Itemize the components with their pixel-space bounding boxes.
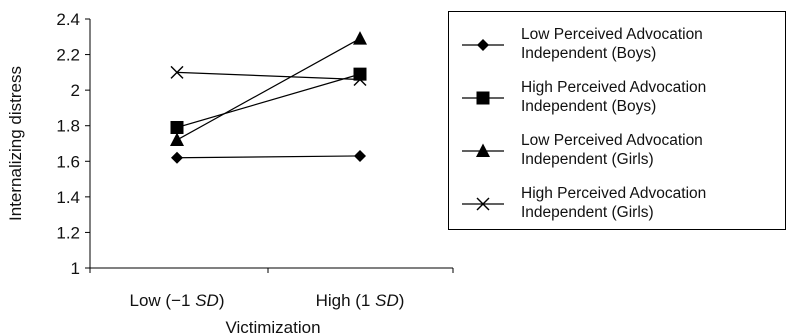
y-tick-label: 1.2 xyxy=(56,223,80,242)
legend-diamond-marker xyxy=(477,39,489,51)
diamond-point xyxy=(171,151,183,164)
x-tick-label-part: High (1 xyxy=(316,291,376,310)
square-point xyxy=(170,120,184,134)
x-point-stroke xyxy=(353,72,367,86)
series-line-2 xyxy=(176,73,361,129)
y-tick-label: 1.8 xyxy=(56,117,80,136)
legend-label: High Perceived Advocation xyxy=(521,79,706,96)
legend-label: Independent (Girls) xyxy=(521,151,654,168)
x-tick-label-part: SD xyxy=(375,291,399,310)
legend-label: Low Perceived Advocation xyxy=(521,26,703,43)
legend: Low Perceived Advocation Independent (Boy… xyxy=(448,11,786,230)
legend-label: Independent (Boys) xyxy=(521,45,656,62)
triangle-point xyxy=(353,31,367,45)
y-axis-title: Internalizing distress xyxy=(6,66,25,221)
x-tick-label: Low (−1 SD) xyxy=(130,291,225,310)
x-point xyxy=(353,72,367,86)
triangle-point xyxy=(170,132,184,146)
diamond-point xyxy=(354,149,366,162)
x-tick-label: High (1 SD) xyxy=(316,291,405,310)
x-point-stroke xyxy=(170,65,184,79)
series-line-4 xyxy=(176,71,361,81)
legend-x-marker-stroke xyxy=(476,197,490,211)
y-tick-label: 2.4 xyxy=(56,10,80,29)
y-tick-label: 2 xyxy=(71,81,80,100)
y-tick-label: 1.6 xyxy=(56,152,80,171)
x-tick-label-part: SD xyxy=(195,291,219,310)
legend-label: Independent (Boys) xyxy=(521,98,656,115)
legend-label: Low Perceived Advocation xyxy=(521,132,703,149)
y-tick-label: 1 xyxy=(71,259,80,278)
y-tick-label: 2.2 xyxy=(56,46,80,65)
x-tick-label-part: ) xyxy=(399,291,405,310)
x-tick-label-part: ) xyxy=(219,291,225,310)
y-tick-label: 1.4 xyxy=(56,188,80,207)
legend-label: High Perceived Advocation xyxy=(521,185,706,202)
legend-triangle-marker xyxy=(476,143,490,157)
x-tick-label-part: Low (−1 xyxy=(130,291,196,310)
legend-square-marker xyxy=(476,91,490,105)
legend-label: Independent (Girls) xyxy=(521,204,654,221)
series-line-3 xyxy=(176,38,361,141)
legend-box xyxy=(448,11,786,230)
x-axis-title: Victimization xyxy=(225,318,320,336)
legend-x-marker xyxy=(476,197,490,211)
series-line-1 xyxy=(176,155,361,159)
square-point xyxy=(353,67,367,81)
x-point xyxy=(170,65,184,79)
